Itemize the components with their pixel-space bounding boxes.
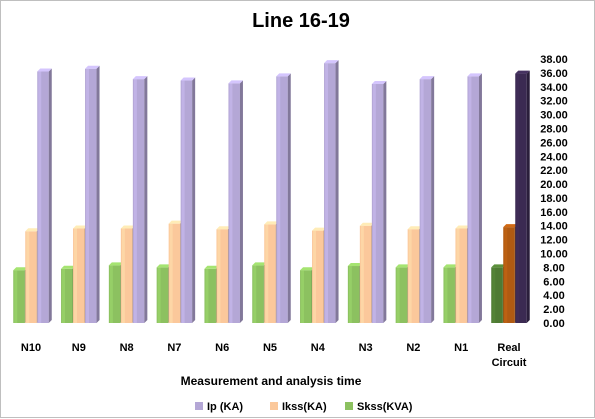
x-category-label: N6 — [215, 342, 229, 354]
y-tick-label: 12.00 — [540, 235, 568, 247]
x-category-label: N2 — [406, 342, 420, 354]
legend-item-ikss-ka: Ikss(KA) — [270, 401, 327, 413]
y-tick-label: 24.00 — [540, 151, 568, 163]
y-tick-label: 10.00 — [540, 249, 568, 261]
x-axis-label: Measurement and analysis time — [181, 374, 362, 388]
bar-ip-ka-n1 — [467, 73, 482, 323]
x-category-label: N5 — [263, 342, 277, 354]
y-tick-label: 34.00 — [540, 82, 568, 94]
y-tick-label: 6.00 — [543, 276, 564, 288]
bar-ip-ka-n3 — [371, 81, 387, 323]
legend-swatch — [345, 402, 353, 410]
x-category-label: Real — [497, 342, 520, 354]
y-tick-label: 30.00 — [540, 110, 568, 122]
bar-ip-ka-n5 — [276, 73, 291, 323]
y-tick-label: 20.00 — [540, 179, 568, 191]
x-category-label: N8 — [120, 342, 134, 354]
y-tick-label: 28.00 — [540, 123, 568, 135]
legend: Ip (KA) Ikss(KA) Skss(KVA) — [195, 401, 413, 413]
y-tick-label: 16.00 — [540, 207, 568, 219]
y-tick-label: 14.00 — [540, 221, 568, 233]
bar-ip-ka-n4 — [324, 60, 339, 323]
x-category-label: Circuit — [492, 357, 527, 369]
bar-ip-ka-n2 — [419, 76, 435, 323]
x-category-label: N4 — [311, 342, 326, 354]
y-tick-label: 32.00 — [540, 96, 568, 108]
x-category-label: N9 — [72, 342, 86, 354]
y-tick-label: 36.00 — [540, 68, 568, 80]
bar-ip-ka-n10 — [37, 68, 52, 323]
legend-label: Ikss(KA) — [282, 401, 327, 413]
y-tick-label: 0.00 — [543, 318, 564, 330]
bar-ip-ka-n6 — [228, 80, 243, 323]
x-category-label: N1 — [454, 342, 468, 354]
bar-ip-ka-n7 — [180, 77, 196, 324]
legend-label: Ip (KA) — [207, 401, 243, 413]
legend-label: Skss(KVA) — [357, 401, 413, 413]
legend-item-ip-ka: Ip (KA) — [195, 401, 243, 413]
y-tick-label: 22.00 — [540, 165, 568, 177]
bar-ip-ka-n8 — [132, 76, 148, 323]
y-tick-label: 26.00 — [540, 137, 568, 149]
legend-swatch — [195, 402, 203, 410]
x-axis-categories: N10 N9 N8 N7 N6 N5 N4 N3 N2 N1 Real Circuit — [21, 342, 527, 369]
bars-layer — [13, 60, 530, 324]
y-tick-label: 8.00 — [543, 262, 564, 274]
y-tick-label: 18.00 — [540, 193, 568, 205]
y-tick-label: 2.00 — [543, 304, 564, 316]
chart-title: Line 16-19 — [252, 10, 350, 32]
y-tick-label: 38.00 — [540, 54, 568, 66]
bar-ip-ka-n9 — [85, 65, 100, 323]
legend-swatch — [270, 402, 278, 410]
x-category-label: N3 — [359, 342, 373, 354]
bar-ip-ka-real-circuit — [515, 70, 530, 323]
legend-item-skss-kva: Skss(KVA) — [345, 401, 413, 413]
x-category-label: N10 — [21, 342, 41, 354]
x-category-label: N7 — [167, 342, 181, 354]
y-tick-label: 4.00 — [543, 290, 564, 302]
